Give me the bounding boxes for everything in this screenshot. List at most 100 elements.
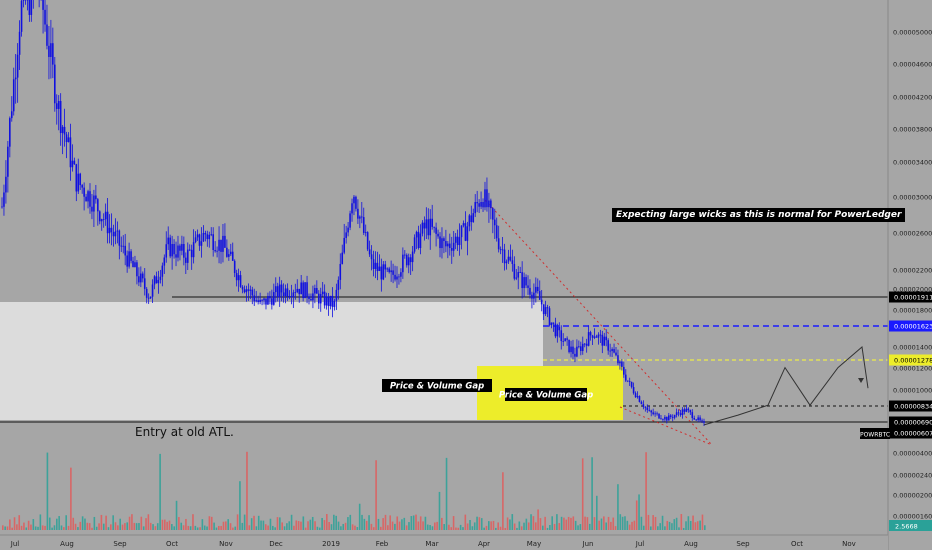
volume-bar bbox=[438, 491, 441, 530]
candle-body bbox=[593, 336, 596, 338]
candle-body bbox=[267, 296, 269, 305]
volume-bar bbox=[302, 516, 305, 530]
candle-body bbox=[632, 387, 635, 394]
candle-body bbox=[654, 413, 656, 415]
candle-body bbox=[660, 418, 662, 420]
volume-bar bbox=[93, 516, 96, 530]
candle-body bbox=[546, 307, 549, 309]
candle-body bbox=[108, 227, 111, 234]
volume-bar bbox=[441, 517, 443, 530]
candle-body bbox=[666, 417, 668, 421]
volume-bar bbox=[295, 520, 298, 530]
candle-body bbox=[55, 103, 58, 109]
candle-body bbox=[67, 137, 70, 143]
volume-bar bbox=[32, 519, 35, 530]
candle-body bbox=[106, 211, 109, 234]
candle-body bbox=[650, 410, 653, 413]
y-tick-label: 0.00002600 bbox=[893, 230, 932, 238]
candle-body bbox=[490, 200, 492, 209]
candle-body bbox=[384, 264, 387, 270]
volume-tick-label: 0.00000400 bbox=[893, 450, 932, 458]
candle-body bbox=[607, 340, 609, 351]
candle-body bbox=[97, 199, 99, 212]
volume-bar bbox=[368, 515, 370, 530]
candle-body bbox=[351, 203, 353, 214]
candle-body bbox=[615, 352, 617, 356]
candle-body bbox=[306, 282, 308, 297]
candle-body bbox=[525, 277, 527, 286]
volume-last-text: 2.5668 bbox=[895, 523, 918, 531]
volume-bar bbox=[396, 516, 399, 530]
volume-bar bbox=[537, 509, 539, 530]
volume-bar bbox=[544, 516, 546, 530]
volume-bar bbox=[504, 527, 507, 530]
volume-bar bbox=[701, 514, 704, 530]
gap-label-1-text: Price & Volume Gap bbox=[390, 382, 484, 392]
candle-body bbox=[165, 244, 168, 258]
candle-body bbox=[668, 415, 670, 421]
volume-bar bbox=[175, 500, 178, 530]
candle-body bbox=[308, 296, 310, 300]
volume-bar bbox=[539, 518, 542, 530]
volume-bar bbox=[565, 519, 568, 530]
candle-body bbox=[339, 263, 342, 280]
candle-body bbox=[372, 259, 375, 269]
candle-body bbox=[343, 237, 346, 253]
candle-body bbox=[429, 218, 432, 236]
y-tick-label: 0.00003400 bbox=[893, 159, 932, 167]
volume-bar bbox=[13, 517, 16, 530]
candle-body bbox=[5, 176, 7, 193]
volume-bar bbox=[208, 516, 211, 530]
candle-body bbox=[360, 216, 363, 218]
candle-body bbox=[261, 299, 263, 301]
volume-bar bbox=[311, 516, 314, 530]
candle-body bbox=[611, 349, 613, 352]
volume-bar bbox=[584, 516, 586, 530]
candle-body bbox=[122, 245, 125, 247]
volume-bar bbox=[586, 517, 589, 530]
volume-bar bbox=[377, 518, 380, 530]
volume-bar bbox=[422, 521, 424, 530]
candle-body bbox=[454, 236, 457, 243]
volume-bar bbox=[361, 514, 363, 530]
volume-bar bbox=[401, 519, 403, 530]
volume-bar bbox=[546, 527, 549, 530]
volume-bar bbox=[236, 514, 239, 530]
candle-body bbox=[396, 276, 398, 280]
candle-body bbox=[196, 234, 199, 238]
volume-bar bbox=[523, 522, 525, 530]
candle-body bbox=[243, 289, 246, 293]
candle-body bbox=[548, 308, 551, 326]
candle-body bbox=[357, 208, 359, 219]
y-tick-label: 0.00004200 bbox=[893, 94, 932, 102]
x-tick-label: Mar bbox=[425, 540, 438, 548]
candles bbox=[1, 0, 705, 426]
candle-body bbox=[415, 231, 418, 238]
candle-body bbox=[327, 296, 330, 307]
candle-body bbox=[450, 247, 453, 251]
volume-tick-label: 0.00000160 bbox=[893, 513, 932, 521]
candle-body bbox=[77, 173, 80, 192]
volume-bar bbox=[110, 524, 112, 530]
candle-body bbox=[329, 295, 332, 307]
volume-bar bbox=[316, 526, 319, 530]
volume-bar bbox=[30, 524, 32, 530]
candle-body bbox=[319, 294, 322, 304]
volume-bar bbox=[262, 520, 265, 530]
volume-bar bbox=[424, 516, 427, 530]
symbol-tag-text: POWRBTC bbox=[860, 432, 890, 439]
candle-body bbox=[488, 200, 490, 208]
volume-bar bbox=[358, 503, 361, 530]
volume-bar bbox=[4, 526, 6, 530]
candle-body bbox=[591, 335, 594, 338]
volume-bar bbox=[250, 518, 253, 530]
volume-bar bbox=[20, 525, 23, 530]
x-tick-label: Oct bbox=[791, 540, 803, 548]
volume-bar bbox=[145, 518, 147, 530]
candle-body bbox=[265, 298, 267, 305]
volume-bar bbox=[166, 521, 168, 530]
volume-bar bbox=[178, 517, 180, 530]
candle-body bbox=[325, 296, 328, 306]
volume-bar bbox=[469, 520, 471, 530]
